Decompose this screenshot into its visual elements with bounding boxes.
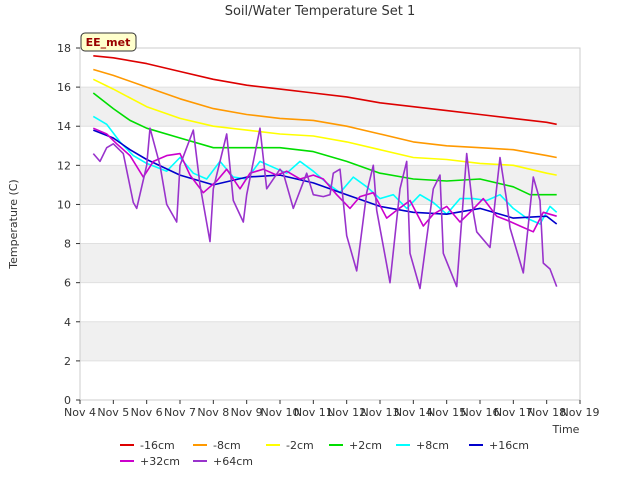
y-tick-label: 2 — [64, 355, 71, 368]
legend: -16cm -8cm -2cm +2cm +8cm +16cm +32cm +64cm — [120, 439, 529, 468]
y-axis-label: Temperature (C) — [7, 179, 20, 269]
series-line-2cm — [92, 78, 557, 176]
legend-label: +64cm — [213, 455, 253, 468]
y-tick-label: 18 — [57, 42, 71, 55]
x-tick-label: Nov 14 — [394, 406, 433, 419]
x-tick-label: Nov 10 — [261, 406, 300, 419]
x-tick-label: Nov 9 — [231, 406, 263, 419]
y-tick-label: 12 — [57, 159, 71, 172]
x-tick-label: Nov 17 — [494, 406, 533, 419]
legend-label: -2cm — [286, 439, 314, 452]
series-line-32cm — [92, 127, 557, 233]
y-tick-label: 10 — [57, 198, 71, 211]
x-tick-label: Nov 13 — [361, 406, 400, 419]
x-tick-label: Nov 12 — [327, 406, 366, 419]
y-tick-label: 16 — [57, 81, 71, 94]
x-tick-label: Nov 4 — [64, 406, 96, 419]
y-tick-label: 0 — [64, 394, 71, 407]
x-tick-label: Nov 16 — [461, 406, 500, 419]
legend-label: -16cm — [140, 439, 175, 452]
x-tick-label: Nov 15 — [427, 406, 466, 419]
plot-frame — [79, 47, 581, 401]
x-tick-label: Nov 19 — [561, 406, 600, 419]
x-tick-label: Nov 6 — [131, 406, 163, 419]
chart-title: Soil/Water Temperature Set 1 — [225, 4, 416, 19]
x-tick-label: Nov 11 — [294, 406, 333, 419]
y-axis-ticks: 0 2 4 6 8 10 12 14 16 18 — [57, 42, 80, 407]
badge-label: EE_met — [86, 36, 131, 49]
y-tick-label: 14 — [57, 120, 71, 133]
x-tick-label: Nov 18 — [527, 406, 566, 419]
legend-label: -8cm — [213, 439, 241, 452]
ee-met-badge: EE_met — [80, 32, 137, 52]
series-line-2cm — [92, 92, 557, 196]
legend-label: +16cm — [489, 439, 529, 452]
legend-label: +2cm — [349, 439, 382, 452]
series-lines — [92, 55, 558, 290]
series-line-64cm — [92, 127, 558, 290]
series-line-16cm — [93, 55, 557, 126]
plot-background-bands — [80, 87, 580, 361]
legend-label: +8cm — [416, 439, 449, 452]
legend-label: +32cm — [140, 455, 180, 468]
y-tick-label: 6 — [64, 277, 71, 290]
y-tick-label: 8 — [64, 238, 71, 251]
x-tick-label: Nov 5 — [97, 406, 129, 419]
x-axis-label: Time — [552, 423, 580, 436]
series-line-16cm — [93, 129, 558, 225]
series-line-8cm — [93, 68, 557, 159]
grid-band — [80, 321, 580, 361]
grid-band — [80, 87, 580, 127]
grid-band — [80, 243, 580, 283]
x-tick-label: Nov 8 — [197, 406, 229, 419]
badge-box — [80, 32, 137, 52]
y-tick-label: 4 — [64, 316, 71, 329]
x-tick-label: Nov 7 — [164, 406, 196, 419]
